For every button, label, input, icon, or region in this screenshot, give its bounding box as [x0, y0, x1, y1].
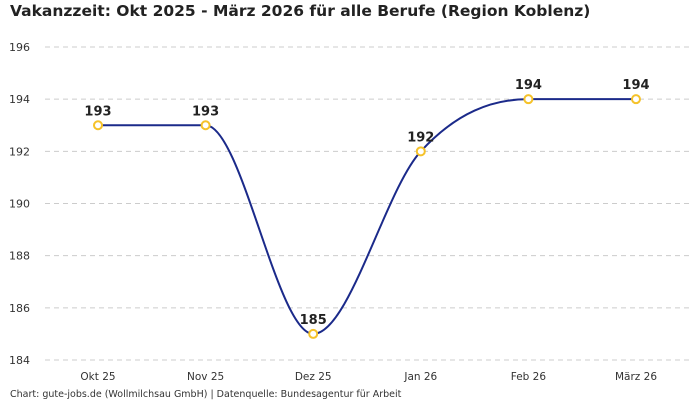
x-axis-ticks: Okt 25 Nov 25 Dez 25 Jan 26 Feb 26 März 26: [80, 371, 657, 383]
data-label: 193: [84, 104, 111, 119]
x-tick-label: Jan 26: [403, 371, 437, 383]
data-point: [200, 120, 211, 131]
series-line: [97, 98, 636, 335]
data-point: [93, 120, 103, 131]
y-axis-ticks: 184 186 188 190 192 194 196: [9, 41, 30, 367]
y-tick-label: 194: [9, 93, 30, 106]
gridlines: [45, 46, 690, 361]
x-tick-label: Dez 25: [295, 371, 332, 383]
data-label: 194: [515, 78, 542, 93]
y-tick-label: 188: [9, 250, 30, 263]
x-tick-label: Nov 25: [187, 371, 224, 383]
data-labels: 193 193 185 192 194 194: [84, 78, 649, 328]
y-tick-label: 186: [9, 302, 30, 315]
data-point: [631, 94, 641, 105]
chart-footer: Chart: gute-jobs.de (Wollmilchsau GmbH) …: [10, 389, 402, 400]
data-point: [308, 328, 319, 339]
x-tick-label: März 26: [615, 371, 657, 383]
data-points: [93, 94, 641, 339]
data-point: [523, 94, 534, 105]
x-tick-label: Okt 25: [80, 371, 115, 383]
x-tick-label: Feb 26: [511, 371, 547, 383]
data-label: 192: [407, 130, 434, 145]
chart-title: Vakanzzeit: Okt 2025 - März 2026 für all…: [10, 2, 590, 20]
y-tick-label: 192: [9, 145, 30, 158]
data-label: 185: [300, 313, 327, 328]
data-label: 193: [192, 104, 219, 119]
data-label: 194: [622, 78, 649, 93]
data-point: [415, 146, 426, 157]
y-tick-label: 196: [9, 41, 30, 54]
y-tick-label: 184: [9, 354, 30, 367]
y-tick-label: 190: [9, 198, 30, 211]
